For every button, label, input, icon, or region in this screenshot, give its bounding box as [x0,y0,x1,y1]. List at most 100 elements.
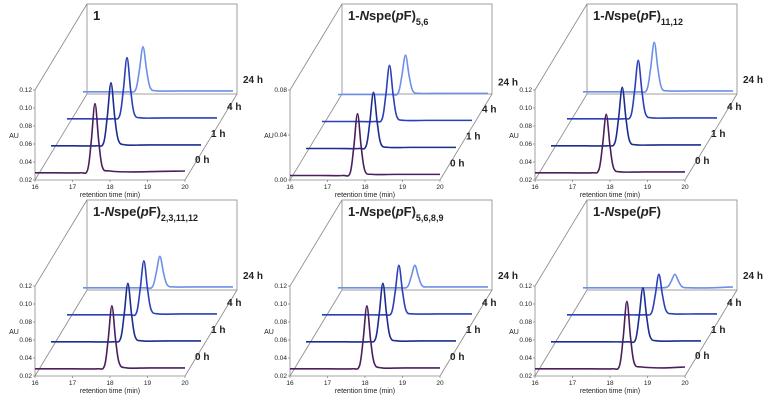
title-part: 1- [593,204,605,219]
y-tick-label: 0.06 [19,337,32,344]
box-edge [34,289,88,377]
y-tick-label: 0.04 [19,355,32,362]
y-tick-label: 0.04 [519,355,532,362]
back-wall [86,3,238,95]
y-tick-label: 0.12 [519,283,532,290]
y-axis-label: AU [264,133,274,140]
box-edge [34,93,88,181]
title-part: N [605,8,615,23]
y-tick-label: 0.06 [19,141,32,148]
x-tick-label: 20 [681,380,689,387]
y-tick-label: 0.10 [274,301,287,308]
y-axis-label: AU [509,329,519,336]
y-tick-label: 0.02 [274,373,287,380]
series-label: 1 h [466,325,480,336]
x-tick-label: 19 [399,380,407,387]
trace [337,54,488,96]
y-tick-label: 0.08 [519,123,532,130]
x-tick-label: 19 [644,184,652,191]
y-tick-label: 0.04 [274,355,287,362]
title-part: p [140,204,149,219]
title-part: spe( [614,8,641,23]
y-tick-label: 0.04 [19,159,32,166]
box-edge [534,3,588,91]
series-label: 1 h [211,129,225,140]
title-part: 1- [93,204,105,219]
y-tick-label: 0.02 [519,373,532,380]
y-tick-label: 0.04 [519,159,532,166]
y-tick-label: 0.02 [19,177,32,184]
title-part: spe( [369,204,396,219]
y-tick-label: 0.06 [519,337,532,344]
x-tick-label: 17 [569,380,577,387]
x-tick-label: 17 [324,380,332,387]
series-label: 24 h [743,75,763,86]
title-part: spe( [369,8,396,23]
series-label: 4 h [482,104,496,115]
y-tick-label: 0.12 [519,87,532,94]
x-tick-label: 20 [181,184,189,191]
box-edge [534,199,588,287]
series-label: 24 h [743,271,763,282]
series-label: 4 h [727,102,741,113]
series-label: 4 h [727,298,741,309]
series-label: 0 h [695,351,709,362]
title-part: N [360,8,370,23]
x-tick-label: 20 [436,184,444,191]
y-axis-label: AU [9,329,19,336]
box-edge [684,93,738,181]
x-tick-label: 18 [606,184,614,191]
title-subscript: 5,6 [416,17,429,27]
x-axis-label: retention time (min) [335,192,395,199]
x-tick-label: 17 [69,380,77,387]
box-edge [684,289,738,377]
x-tick-label: 17 [69,184,77,191]
x-tick-label: 18 [106,380,114,387]
box-edge [439,93,493,181]
box-edge [34,3,88,91]
series-label: 0 h [695,156,709,167]
title-part: spe( [114,204,141,219]
title-part: spe( [614,204,641,219]
series-label: 1 h [211,325,225,336]
y-tick-label: 0.08 [19,319,32,326]
x-tick-label: 20 [181,380,189,387]
series-label: 0 h [450,352,464,363]
panel-title: 1-Nspe(pF)2,3,11,12 [93,204,198,223]
y-tick-label: 0.04 [274,132,287,139]
y-tick-label: 0.10 [519,105,532,112]
series-label: 24 h [243,75,263,86]
x-tick-label: 16 [31,380,39,387]
y-axis-label: AU [9,133,19,140]
x-tick-label: 19 [644,380,652,387]
trace [534,300,686,370]
trace [534,113,685,174]
title-part: F) [649,8,661,23]
series-label: 24 h [498,77,518,88]
trace [289,304,440,370]
x-tick-label: 18 [361,380,369,387]
box-edge [184,289,238,377]
trace [83,255,233,289]
series-label: 4 h [227,298,241,309]
title-part: p [395,8,404,23]
box-edge [34,199,88,287]
series-label: 4 h [227,102,241,113]
title-subscript: 5,6,8,9 [416,213,444,223]
y-tick-label: 0.06 [274,337,287,344]
y-tick-label: 0.10 [519,301,532,308]
x-tick-label: 16 [286,184,294,191]
title-subscript: 11,12 [661,17,683,27]
x-axis-label: retention time (min) [580,388,640,395]
y-tick-label: 0.10 [19,301,32,308]
title-part: 1- [348,8,360,23]
series-label: 1 h [711,129,725,140]
title-part: F) [404,204,416,219]
panel-title: 1-Nspe(pF)11,12 [593,8,683,27]
x-tick-label: 16 [31,184,39,191]
back-wall [86,199,238,291]
x-tick-label: 18 [361,184,369,191]
x-tick-label: 19 [144,184,152,191]
trace [34,304,185,370]
